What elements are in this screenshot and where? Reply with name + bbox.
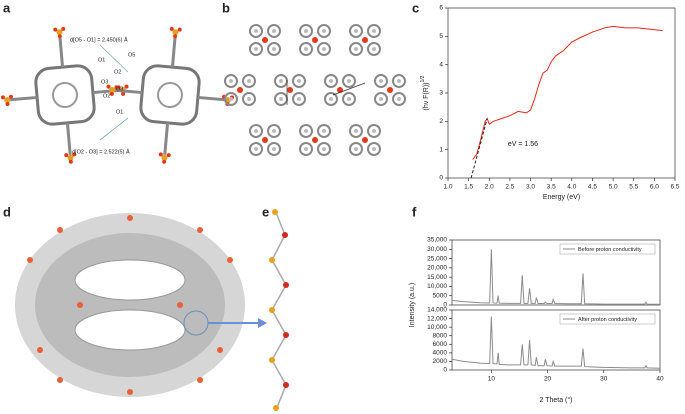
x-tick-label: 4.0 xyxy=(567,184,576,191)
y-tick-label: 20,000 xyxy=(427,265,447,272)
atom-label: O2 xyxy=(114,69,121,75)
data-line xyxy=(451,249,661,305)
x-tick-label: 40 xyxy=(656,376,664,383)
structure-d xyxy=(15,213,267,397)
annotation: d[O5 - O1] = 2.450(6) Å xyxy=(70,36,128,43)
y-tick-label: 10,000 xyxy=(427,283,447,290)
y-tick-label: 1 xyxy=(439,146,443,153)
atom-label: O1 xyxy=(116,109,123,115)
y-axis-label-text: Intensity (a.u.) xyxy=(409,283,416,327)
data-line xyxy=(472,25,663,160)
panel-letter: a xyxy=(3,0,11,15)
legend-label: After proton conductivity xyxy=(578,317,637,323)
x-tick-label: 3.5 xyxy=(547,184,556,191)
panel-letter: d xyxy=(3,204,11,219)
y-tick-label: 8000 xyxy=(433,332,448,339)
legend-box xyxy=(559,313,656,325)
x-axis-label: 2 Theta (°) xyxy=(539,396,572,404)
panel-letter: e xyxy=(262,204,269,219)
x-tick-label: 2.0 xyxy=(485,184,494,191)
x-tick-label: 10 xyxy=(488,376,496,383)
y-axis-label: Intensity (a.u.) xyxy=(409,283,416,327)
plot-frame xyxy=(451,309,661,371)
y-tick-label: 0 xyxy=(443,367,447,374)
x-tick-label: 1.5 xyxy=(464,184,473,191)
y-tick-label: 4000 xyxy=(433,350,448,357)
x-tick-label: 6.0 xyxy=(650,184,659,191)
y-tick-label: 6 xyxy=(439,5,443,12)
annotation: eV = 1.56 xyxy=(508,141,538,148)
y-axis-label-superscript: 1/2 xyxy=(420,75,426,82)
y-axis-label-text: (hν F(R)) xyxy=(423,82,430,110)
legend-label: Before proton conductivity xyxy=(578,247,642,253)
annotation: d[O2 - O3] = 2.522(5) Å xyxy=(72,148,130,155)
x-tick-label: 20 xyxy=(544,376,552,383)
y-tick-label: 5000 xyxy=(433,292,448,299)
y-tick-label: 2 xyxy=(439,118,443,125)
atom-label: O3 xyxy=(116,86,123,92)
plot-frame xyxy=(451,239,661,306)
x-tick-label: 30 xyxy=(600,376,608,383)
x-tick-label: 6.5 xyxy=(670,184,679,191)
atom-label: O5 xyxy=(128,52,135,58)
y-tick-label: 3 xyxy=(439,90,443,97)
y-tick-label: 14,000 xyxy=(427,307,447,314)
y-tick-label: 12,000 xyxy=(427,315,447,322)
panel-letter: b xyxy=(222,0,230,15)
structure-b xyxy=(225,25,405,155)
structure-e xyxy=(269,209,289,411)
y-tick-label: 2000 xyxy=(433,358,448,365)
y-tick-label: 25,000 xyxy=(427,255,447,262)
y-tick-label: 0 xyxy=(439,175,443,182)
y-tick-label: 4 xyxy=(439,61,443,68)
y-axis-label: (hν F(R))1/2 xyxy=(420,75,430,110)
atom-label: O1 xyxy=(98,57,105,63)
y-tick-label: 10,000 xyxy=(427,324,447,331)
x-tick-label: 5.5 xyxy=(629,184,638,191)
x-tick-label: 5.0 xyxy=(609,184,618,191)
y-tick-label: 15,000 xyxy=(427,274,447,281)
y-tick-label: 35,000 xyxy=(427,237,447,244)
y-tick-label: 30,000 xyxy=(427,246,447,253)
x-tick-label: 3.0 xyxy=(526,184,535,191)
atom-label: O2 xyxy=(103,93,110,99)
atom-label: O3 xyxy=(101,79,108,85)
legend-box xyxy=(559,243,656,255)
y-tick-label: 0 xyxy=(443,302,447,309)
panel-letter: f xyxy=(412,204,417,219)
data-line xyxy=(451,316,661,369)
x-tick-label: 1.0 xyxy=(443,184,452,191)
panel-letter: c xyxy=(412,0,419,15)
x-axis-label: Energy (eV) xyxy=(543,194,580,201)
x-tick-label: 4.5 xyxy=(588,184,597,191)
x-tick-label: 2.5 xyxy=(505,184,514,191)
y-tick-label: 6000 xyxy=(433,341,448,348)
plot-frame xyxy=(447,7,676,179)
fit-line xyxy=(470,118,488,179)
y-tick-label: 5 xyxy=(439,33,443,40)
structure-a xyxy=(0,22,240,170)
